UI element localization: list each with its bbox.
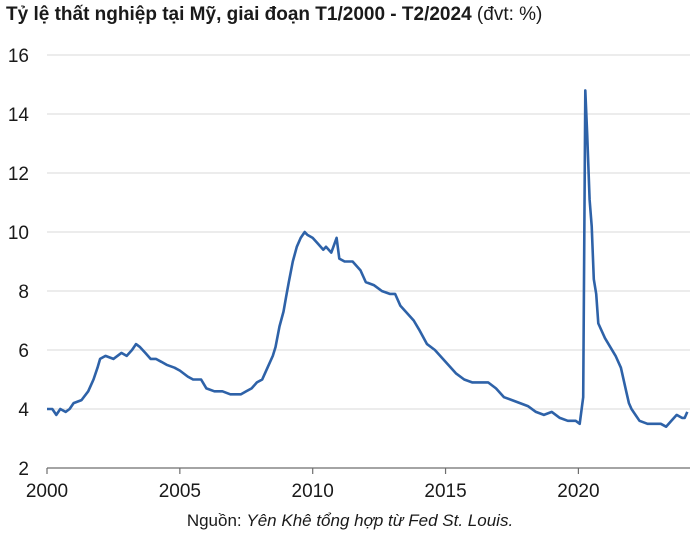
unemployment-rate-line [47,89,689,428]
y-tick-label: 4 [18,400,29,421]
source-label: Nguồn: [186,511,242,530]
chart-unit: (đvt: %) [476,4,543,25]
x-tick-label: 2005 [159,481,201,502]
y-tick-label: 10 [8,223,29,244]
x-tick-label: 2000 [26,481,68,502]
y-tick-label: 14 [8,105,30,126]
chart-title: Tỷ lệ thất nghiệp tại Mỹ, giai đoạn T1/2… [6,4,542,26]
chart-title-text: Tỷ lệ thất nghiệp tại Mỹ, giai đoạn T1/2… [6,4,472,25]
source-note: Nguồn: Yên Khê tổng hợp từ Fed St. Louis… [0,511,700,531]
x-tick-label: 2020 [557,481,599,502]
gridlines [47,54,690,410]
y-tick-label: 2 [18,459,29,480]
y-tick-label: 8 [18,282,29,303]
x-tick-label: 2015 [424,481,466,502]
x-axis [46,467,690,474]
x-tick-label: 2010 [292,481,334,502]
source-text: Yên Khê tổng hợp từ Fed St. Louis. [246,511,514,530]
x-axis-tick-labels: 2000 2005 2010 2015 2020 [26,481,600,502]
unemployment-line-chart: 2 4 6 8 10 12 14 16 2000 2005 2010 2015 2020 [8,46,690,502]
y-tick-label: 16 [8,46,29,67]
y-tick-label: 6 [18,341,29,362]
y-axis-tick-labels: 2 4 6 8 10 12 14 16 [8,46,30,480]
y-tick-label: 12 [8,164,29,185]
